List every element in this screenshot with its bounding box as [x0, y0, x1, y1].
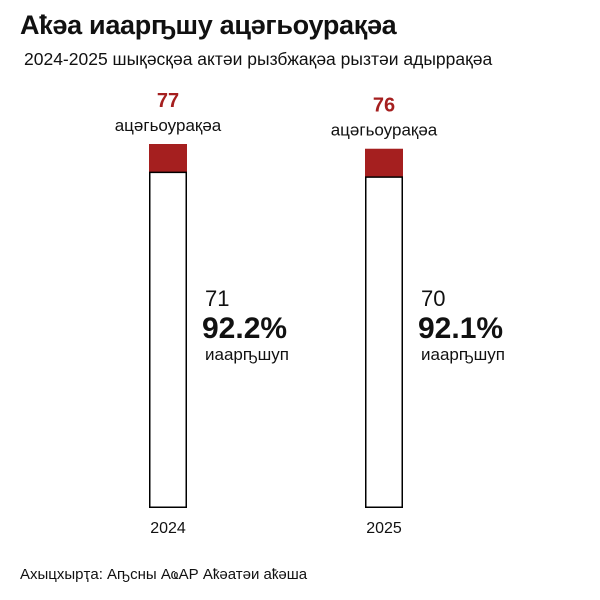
bar-solved-segment	[149, 171, 187, 508]
total-value-label: 76	[373, 95, 395, 117]
solved-percent-label: 92.1%	[418, 312, 503, 345]
x-tick-label: 2025	[366, 520, 402, 537]
x-tick-label: 2024	[150, 520, 186, 537]
source-note: Ахыцхырҭа: Аҧсны АҩАР Аҟәатәи аҟәша	[20, 566, 308, 583]
chart-subtitle: 2024-2025 шықәсқәа актәи рызбжақәа рызтә…	[24, 49, 493, 69]
solved-value-label: 71	[205, 286, 229, 311]
total-value-label: 77	[157, 90, 179, 112]
chart-title: Аҟәа иаарҧшу ацәгьоурақәа	[20, 10, 397, 40]
solved-category-label: иаарҧшуп	[205, 345, 289, 364]
solved-category-label: иаарҧшуп	[421, 345, 505, 364]
solved-percent-label: 92.2%	[202, 312, 287, 345]
bar-total-segment	[365, 148, 403, 178]
solved-value-label: 70	[421, 286, 445, 311]
bar-total-segment	[149, 144, 187, 173]
bar-solved-segment	[365, 176, 403, 508]
total-category-label: ацәгьоурақәа	[331, 121, 438, 140]
total-category-label: ацәгьоурақәа	[115, 116, 222, 135]
